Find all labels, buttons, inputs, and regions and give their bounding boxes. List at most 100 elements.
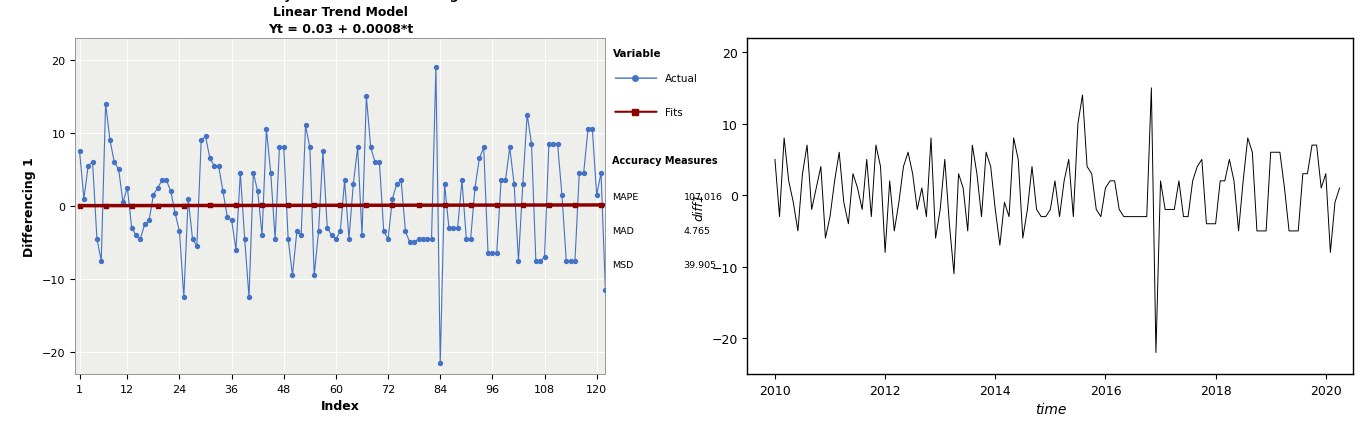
Point	[112, 200, 134, 206]
Point	[329, 228, 351, 235]
Point	[565, 258, 586, 264]
Point	[264, 236, 286, 243]
Point	[451, 178, 473, 184]
Point	[577, 126, 599, 133]
Point	[182, 236, 204, 243]
Point	[355, 203, 377, 209]
Point	[325, 236, 347, 243]
Point	[455, 236, 477, 243]
Point	[226, 247, 247, 254]
Point	[256, 126, 278, 133]
Point	[260, 170, 282, 177]
Point	[473, 144, 495, 151]
Point	[160, 188, 182, 195]
Point	[278, 203, 299, 209]
Point	[364, 159, 385, 166]
Point	[521, 141, 543, 148]
Point	[385, 181, 407, 188]
Point	[565, 202, 586, 209]
Point	[503, 181, 525, 188]
Point	[234, 236, 256, 243]
Point	[108, 166, 130, 173]
Point	[82, 159, 104, 166]
Point	[407, 202, 429, 209]
Point	[299, 144, 321, 151]
Text: 39.905: 39.905	[684, 260, 716, 269]
Point	[86, 236, 108, 243]
Point	[543, 141, 565, 148]
Point	[316, 225, 338, 232]
Point	[599, 214, 621, 221]
Point	[342, 181, 364, 188]
Point	[533, 254, 555, 261]
Point	[399, 240, 421, 246]
Text: 107.016: 107.016	[684, 193, 723, 202]
Point	[168, 228, 190, 235]
Point	[485, 250, 507, 257]
Point	[381, 196, 403, 203]
Point	[212, 188, 234, 195]
Point	[72, 196, 94, 203]
Point	[126, 232, 148, 239]
Point	[360, 144, 381, 151]
Point	[334, 178, 355, 184]
Point	[278, 236, 299, 243]
Point	[273, 144, 295, 151]
Point	[142, 192, 164, 199]
Text: Accuracy Measures: Accuracy Measures	[612, 156, 718, 166]
Point	[355, 94, 377, 101]
X-axis label: time: time	[1035, 402, 1066, 416]
Point	[569, 170, 591, 177]
Point	[146, 185, 168, 192]
Point	[377, 236, 399, 243]
Point	[407, 236, 429, 243]
Point	[433, 202, 455, 209]
Point	[469, 156, 491, 163]
Text: MSD: MSD	[612, 260, 634, 269]
Point	[104, 159, 126, 166]
Point	[138, 218, 160, 224]
Point	[238, 294, 260, 301]
Point	[194, 134, 216, 141]
Point	[429, 360, 451, 367]
Point	[130, 236, 152, 243]
Point	[459, 202, 481, 209]
Point	[247, 188, 269, 195]
Point	[78, 163, 100, 170]
Point	[152, 178, 174, 184]
Point	[403, 240, 425, 246]
Point	[242, 170, 264, 177]
Text: MAPE: MAPE	[612, 193, 638, 202]
Point	[491, 178, 513, 184]
Point	[303, 272, 325, 279]
Point	[68, 148, 90, 155]
Point	[539, 141, 560, 148]
Point	[90, 258, 112, 264]
Point	[146, 203, 168, 209]
Point	[529, 258, 551, 264]
Point	[178, 196, 200, 203]
Point	[252, 203, 273, 209]
Point	[555, 258, 577, 264]
Point	[303, 203, 325, 209]
Point	[290, 232, 312, 239]
Point	[547, 141, 569, 148]
Point	[373, 228, 395, 235]
Point	[226, 203, 247, 209]
Point	[381, 203, 403, 209]
Point	[134, 221, 156, 228]
Point	[116, 185, 138, 192]
Point	[286, 228, 308, 235]
X-axis label: Index: Index	[321, 399, 360, 412]
Text: Actual: Actual	[664, 74, 699, 84]
Point	[581, 126, 603, 133]
Point	[172, 294, 194, 301]
Point	[216, 214, 238, 221]
Title: Trend Analysis Plot for Differencing 1
Linear Trend Model
Yt = 0.03 + 0.0008*t: Trend Analysis Plot for Differencing 1 L…	[209, 0, 472, 36]
Point	[282, 272, 303, 279]
Point	[347, 144, 369, 151]
Point	[268, 144, 290, 151]
Point	[395, 228, 417, 235]
Point	[437, 225, 459, 232]
Point	[485, 202, 507, 209]
